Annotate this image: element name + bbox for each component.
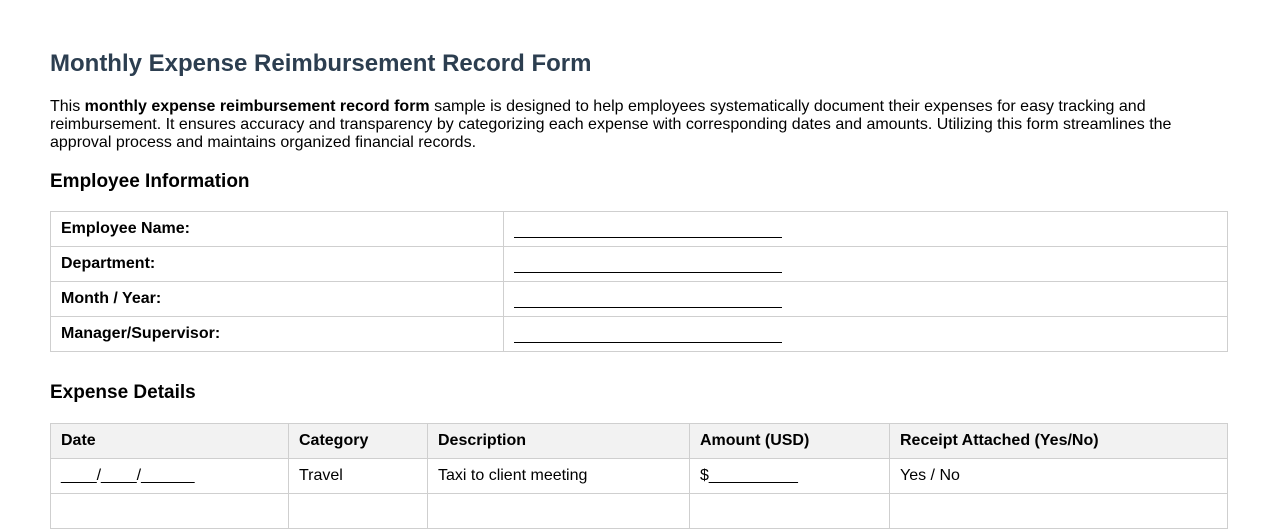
table-row — [50, 493, 1228, 529]
manager-field[interactable] — [514, 326, 782, 343]
receipt-cell[interactable]: Yes / No — [889, 458, 1228, 494]
field-label: Month / Year: — [50, 281, 504, 317]
intro-bold: monthly expense reimbursement record for… — [84, 98, 430, 115]
field-label: Employee Name: — [50, 211, 504, 247]
column-header: Description — [427, 423, 690, 459]
table-row: ____/____/______ Travel Taxi to client m… — [50, 458, 1228, 494]
employee-info-table: Employee Name: Department: Month / Year:… — [50, 211, 1228, 352]
month-year-field[interactable] — [514, 291, 782, 308]
column-header: Receipt Attached (Yes/No) — [889, 423, 1228, 459]
date-cell[interactable]: ____/____/______ — [50, 458, 289, 494]
description-cell: Taxi to client meeting — [427, 458, 690, 494]
table-header-row: Date Category Description Amount (USD) R… — [50, 423, 1228, 459]
table-row: Month / Year: — [50, 281, 1228, 317]
table-row: Manager/Supervisor: — [50, 316, 1228, 352]
intro-paragraph: This monthly expense reimbursement recor… — [50, 98, 1228, 152]
intro-text: sample is designed to help employees sys… — [50, 98, 1172, 151]
amount-cell[interactable]: $__________ — [689, 458, 890, 494]
intro-text: This — [50, 98, 85, 115]
employee-name-field[interactable] — [514, 221, 782, 238]
column-header: Amount (USD) — [689, 423, 890, 459]
table-row: Department: — [50, 246, 1228, 282]
table-row: Employee Name: — [50, 211, 1228, 247]
department-field[interactable] — [514, 256, 782, 273]
employee-info-heading: Employee Information — [50, 171, 250, 192]
page-title: Monthly Expense Reimbursement Record For… — [50, 50, 592, 77]
column-header: Category — [288, 423, 428, 459]
column-header: Date — [50, 423, 289, 459]
field-label: Manager/Supervisor: — [50, 316, 504, 352]
expense-table: Date Category Description Amount (USD) R… — [50, 423, 1228, 529]
category-cell: Travel — [288, 458, 428, 494]
expense-details-heading: Expense Details — [50, 382, 196, 403]
field-label: Department: — [50, 246, 504, 282]
